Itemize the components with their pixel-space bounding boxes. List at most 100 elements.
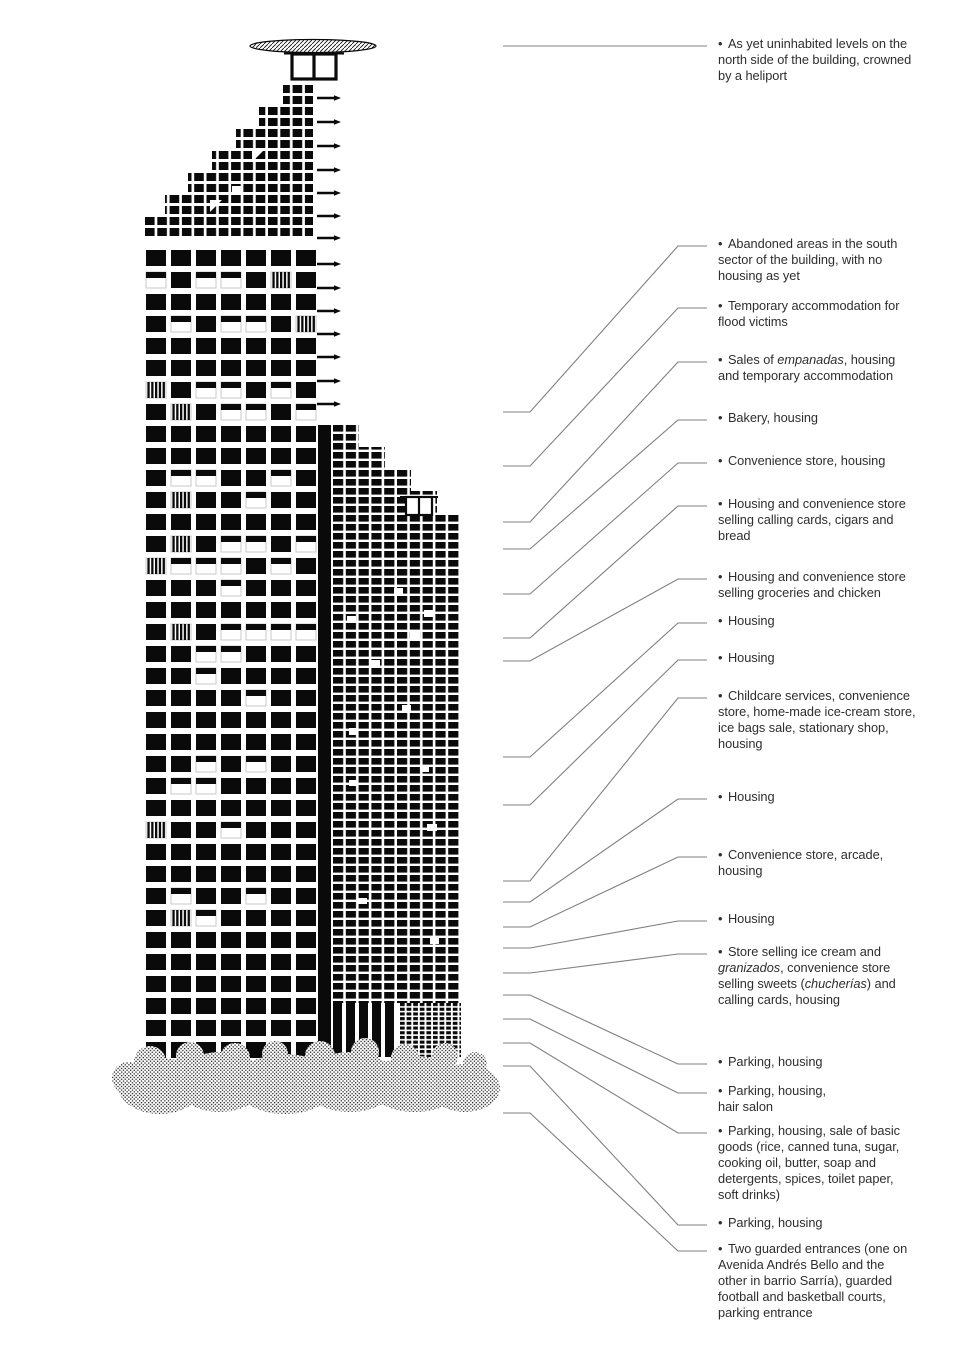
annotation: • Housing and convenience store selling … <box>718 569 916 601</box>
annotation-bullet: • <box>718 1123 726 1138</box>
annotation-bullet: • <box>718 1215 726 1230</box>
annotation-text: Parking, housing, sale of basic goods (r… <box>718 1123 900 1202</box>
annotation: • Housing and convenience store selling … <box>718 496 916 544</box>
annotation-text: Two guarded entrances (one on Avenida An… <box>718 1241 908 1320</box>
parking-bar <box>372 1003 381 1057</box>
window-cell-solid <box>246 558 266 574</box>
annotation: • Sales of empanadas, housing and tempor… <box>718 352 916 384</box>
window-cell-solid <box>146 844 166 860</box>
window-cell-solid <box>196 602 216 618</box>
leader-line <box>503 994 707 1065</box>
window-cell-solid <box>296 888 316 904</box>
annotation-bullet: • <box>718 944 726 959</box>
shutter-slat <box>162 382 165 398</box>
annotation-text: Housing <box>727 911 775 926</box>
window-cell-solid <box>296 844 316 860</box>
annotation: • Convenience store, arcade, housing <box>718 847 916 879</box>
floor-tick-arrow <box>334 378 341 384</box>
window-cell-solid <box>221 712 241 728</box>
window-cell-solid <box>246 448 266 464</box>
annotation-text: Housing <box>727 789 775 804</box>
window-cell-solid <box>196 932 216 948</box>
shutter-slat <box>180 536 183 552</box>
window-cell-solid <box>271 844 291 860</box>
annotation: • Parking, housing <box>718 1054 916 1070</box>
window-cell-solid <box>171 756 191 772</box>
window-cell-solid <box>271 360 291 376</box>
shutter-slat <box>301 316 304 332</box>
shutter-slat <box>280 272 283 288</box>
window-cell-solid <box>221 668 241 684</box>
window-cell-lintel <box>146 272 166 278</box>
annotation-text: Childcare services, convenience store, h… <box>718 688 916 751</box>
annotation-bullet: • <box>718 1054 726 1069</box>
parking-bar <box>320 1003 329 1057</box>
annex-notch <box>349 728 358 735</box>
window-cell-lintel <box>246 492 266 498</box>
shutter-slat <box>183 536 187 552</box>
annotation-bullet: • <box>718 352 726 367</box>
window-cell-lintel <box>221 646 241 652</box>
annotation-bullet: • <box>718 688 726 703</box>
annotation-bullet: • <box>718 1241 726 1256</box>
floor-tick-arrow <box>334 167 341 173</box>
floor-tick-arrow <box>334 119 341 125</box>
shutter-slat <box>162 558 165 574</box>
window-cell-solid <box>146 646 166 662</box>
annex-notch <box>424 610 434 617</box>
annotation: • Store selling ice cream and granizados… <box>718 944 916 1008</box>
leader-lines <box>503 45 707 1252</box>
window-cell-solid <box>296 294 316 310</box>
window-cell-solid <box>146 800 166 816</box>
window-cell-solid <box>271 404 291 420</box>
window-cell-solid <box>296 734 316 750</box>
window-cell-solid <box>146 360 166 376</box>
annex-notch <box>430 938 439 944</box>
annotation-text: Convenience store, housing <box>727 453 886 468</box>
shutter-slat <box>180 624 183 640</box>
leader-line <box>503 361 707 523</box>
window-cell-solid <box>296 932 316 948</box>
window-cell-solid <box>146 778 166 794</box>
tower-right-annex <box>318 425 461 1057</box>
annex-notch <box>358 898 367 904</box>
window-cell-solid <box>246 976 266 992</box>
window-cell-solid <box>171 646 191 662</box>
window-cell-lintel <box>221 316 241 322</box>
window-cell-solid <box>196 976 216 992</box>
window-cell-solid <box>196 580 216 596</box>
window-cell-solid <box>196 844 216 860</box>
floor-ticks <box>317 95 341 407</box>
window-cell-solid <box>221 250 241 266</box>
window-cell-solid <box>271 646 291 662</box>
window-cell-solid <box>271 338 291 354</box>
window-cell-lintel <box>271 624 291 630</box>
window-cell-solid <box>196 800 216 816</box>
floor-tick-arrow <box>334 331 341 337</box>
window-cell-solid <box>221 448 241 464</box>
window-cell-lintel <box>271 382 291 388</box>
window-cell-lintel <box>171 558 191 564</box>
window-cell-solid <box>171 272 191 288</box>
shutter-slat <box>183 404 187 420</box>
window-cell-solid <box>146 976 166 992</box>
window-cell-solid <box>296 470 316 486</box>
shutter-slat <box>180 910 183 926</box>
window-cell-solid <box>246 712 266 728</box>
window-cell-solid <box>171 1020 191 1036</box>
ground-mound <box>112 1038 500 1114</box>
annotation-bullet: • <box>718 236 726 251</box>
annotation-bullet: • <box>718 613 726 628</box>
annotation: • As yet uninhabited levels on the north… <box>718 36 916 84</box>
window-cell-solid <box>246 932 266 948</box>
window-cell-solid <box>296 338 316 354</box>
window-cell-solid <box>221 470 241 486</box>
shutter-slat <box>187 910 190 926</box>
window-cell-solid <box>221 690 241 706</box>
window-cell-solid <box>296 976 316 992</box>
leader-line <box>503 1042 707 1134</box>
shutter-slat <box>172 536 175 552</box>
annotation: • Bakery, housing <box>718 410 916 426</box>
window-cell-solid <box>221 778 241 794</box>
window-cell-solid <box>146 954 166 970</box>
